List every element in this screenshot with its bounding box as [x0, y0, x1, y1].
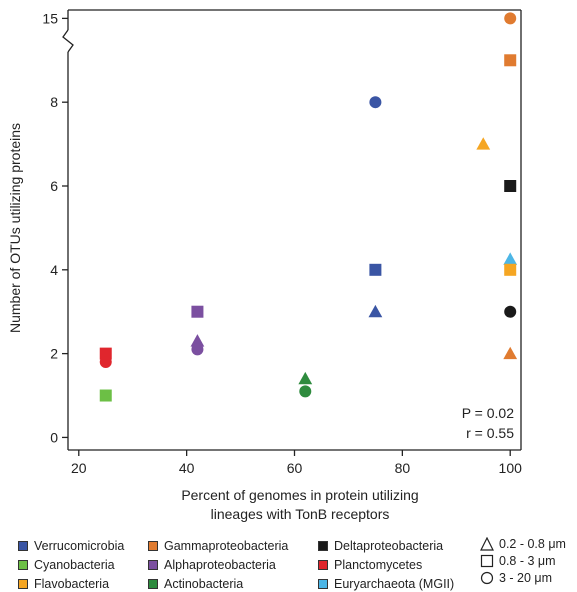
circle-icon — [480, 571, 494, 585]
legend-swatch — [148, 541, 158, 551]
x-tick-label: 20 — [71, 460, 87, 476]
y-tick-label: 4 — [50, 262, 58, 278]
point-circle — [504, 305, 517, 318]
legend-label: Gammaproteobacteria — [164, 539, 289, 553]
point-circle — [99, 356, 112, 368]
point-square — [504, 263, 517, 276]
point-triangle — [503, 346, 518, 360]
point-square — [99, 389, 112, 402]
legend-size-label: 0.2 - 0.8 μm — [499, 537, 566, 551]
legend-item: Cyanobacteria — [18, 558, 115, 572]
y-axis-label: Number of OTUs utilizing proteins — [7, 123, 23, 333]
legend-item: Deltaproteobacteria — [318, 539, 443, 553]
annotation-p-value: P = 0.02 — [462, 405, 515, 421]
legend-item: Euryarchaeota (MGII) — [318, 577, 454, 591]
x-axis-label-line2: lineages with TonB receptors — [211, 506, 390, 522]
x-tick-label: 100 — [499, 460, 523, 476]
legend-item: Actinobacteria — [148, 577, 243, 591]
point-square — [369, 263, 382, 276]
legend-swatch — [318, 579, 328, 589]
y-tick-label: 2 — [50, 346, 58, 362]
legend-swatch — [318, 560, 328, 570]
scatter-plot: 0 2 4 6 8 15 20 40 60 80 100 Number of OTUs utiliz… — [7, 9, 523, 522]
legend-size-square: 0.8 - 3 μm — [480, 554, 556, 568]
point-triangle — [190, 334, 205, 347]
legend-label: Cyanobacteria — [34, 558, 115, 572]
legend-item: Flavobacteria — [18, 577, 109, 591]
legend-item: Verrucomicrobia — [18, 539, 124, 553]
data-points — [99, 12, 518, 402]
legend-size-label: 3 - 20 μm — [499, 571, 553, 585]
legend-item: Planctomycetes — [318, 558, 422, 572]
legend-swatch — [18, 541, 28, 551]
legend-size-label: 0.8 - 3 μm — [499, 554, 556, 568]
x-tick-label: 60 — [287, 460, 303, 476]
point-circle — [504, 12, 517, 25]
point-circle — [299, 385, 312, 398]
point-triangle — [368, 304, 383, 318]
legend: Verrucomicrobia Gammaproteobacteria Deltap… — [0, 535, 577, 592]
legend-label: Planctomycetes — [334, 558, 423, 572]
point-circle — [191, 343, 204, 356]
legend-label: Deltaproteobacteria — [334, 539, 444, 553]
legend-swatch — [148, 560, 158, 570]
legend-label: Euryarchaeota (MGII) — [334, 577, 455, 591]
point-circle — [369, 96, 382, 109]
point-triangle — [503, 252, 518, 265]
point-triangle — [476, 137, 491, 150]
point-square — [99, 347, 112, 360]
legend-swatch — [18, 560, 28, 570]
y-tick-label: 0 — [50, 429, 58, 445]
y-tick-label: 6 — [50, 178, 58, 194]
annotation-r-value: r = 0.55 — [466, 425, 514, 441]
x-tick-label: 40 — [179, 460, 195, 476]
legend-size-triangle: 0.2 - 0.8 μm — [480, 537, 566, 551]
legend-item: Gammaproteobacteria — [148, 539, 288, 553]
y-tick-label: 8 — [50, 94, 58, 110]
triangle-icon — [480, 537, 494, 551]
point-square — [504, 54, 517, 67]
square-icon — [480, 554, 494, 568]
point-square — [191, 305, 204, 318]
axis-break-mark — [62, 29, 74, 53]
legend-item: Alphaproteobacteria — [148, 558, 276, 572]
x-axis-label-line1: Percent of genomes in protein utilizing — [181, 487, 418, 503]
point-triangle — [298, 371, 313, 385]
axes: 0 2 4 6 8 15 20 40 60 80 100 — [42, 9, 523, 476]
legend-label: Flavobacteria — [34, 577, 110, 591]
point-square — [504, 180, 517, 192]
x-tick-label: 80 — [395, 460, 411, 476]
legend-label: Actinobacteria — [164, 577, 244, 591]
legend-swatch — [18, 579, 28, 589]
legend-label: Verrucomicrobia — [34, 539, 125, 553]
legend-swatch — [148, 579, 158, 589]
legend-label: Alphaproteobacteria — [164, 558, 276, 572]
legend-swatch — [318, 541, 328, 551]
legend-size-circle: 3 - 20 μm — [480, 571, 552, 585]
y-tick-label-break: 15 — [42, 10, 58, 26]
